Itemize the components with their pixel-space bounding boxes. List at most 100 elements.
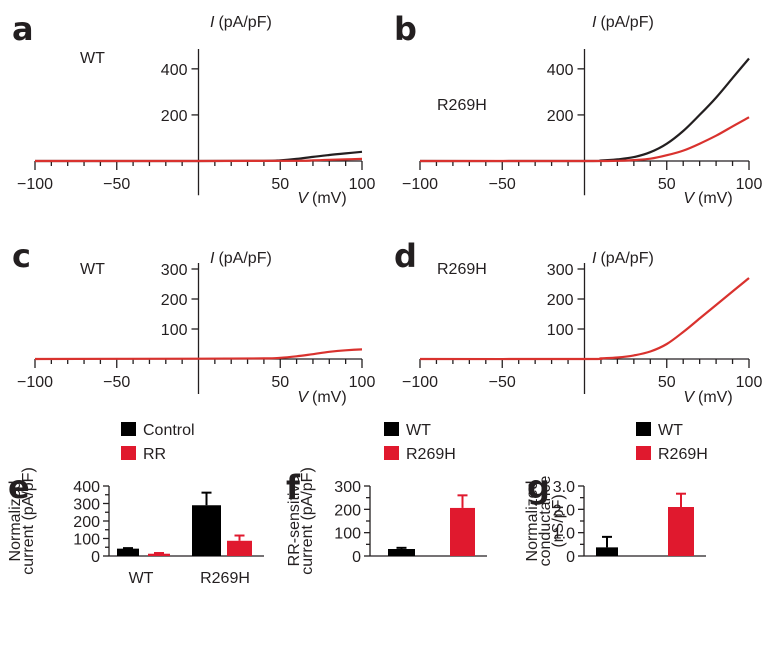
legend-swatch-rr xyxy=(121,446,136,460)
x-tick-label: −100 xyxy=(17,176,53,193)
legend-swatch-r269h xyxy=(636,446,651,460)
trace-rr xyxy=(420,116,750,163)
x-axis-label: V (mV) xyxy=(297,389,346,406)
y-tick-label: 1.0 xyxy=(553,526,575,543)
x-axis-label: V (mV) xyxy=(683,389,732,406)
trace-rr-sensitive xyxy=(419,277,750,361)
y-tick-label: 400 xyxy=(547,62,574,79)
y-tick-label: 200 xyxy=(334,502,361,519)
x-axis-unit: (mV) xyxy=(312,190,347,207)
legend-label: R269H xyxy=(658,446,708,463)
legend-swatch-wt xyxy=(636,422,651,436)
condition-label: WT xyxy=(80,261,105,278)
y-axis-label: Normalized xyxy=(524,481,541,562)
legend-label: Control xyxy=(143,422,195,439)
y-tick-label: 100 xyxy=(161,322,188,339)
y-tick-label: 200 xyxy=(73,514,100,531)
x-tick-label: −100 xyxy=(402,176,438,193)
legend-label: RR xyxy=(143,446,166,463)
y-tick-label: 300 xyxy=(334,479,361,496)
y-axis-unit: (pA/pF) xyxy=(218,250,271,267)
bar-r269h xyxy=(668,507,694,556)
x-axis-var: V xyxy=(683,190,695,207)
x-tick-label: 50 xyxy=(271,176,289,193)
legend-swatch-r269h xyxy=(384,446,399,460)
y-tick-label: 2.0 xyxy=(553,502,575,519)
bar-control-r269h xyxy=(192,505,221,556)
panel-label-e: e xyxy=(8,468,30,506)
y-tick-label: 100 xyxy=(547,322,574,339)
y-axis-label: I (pA/pF) xyxy=(592,250,654,267)
y-axis-label: (nS/pF) xyxy=(550,494,567,547)
x-tick-label: 50 xyxy=(658,374,676,391)
x-axis-var: V xyxy=(683,389,695,406)
y-axis-label: conductance xyxy=(537,476,554,567)
condition-label: WT xyxy=(80,50,105,67)
panel-label-g: g xyxy=(527,468,550,506)
y-tick-label: 0 xyxy=(91,549,100,566)
y-tick-label: 3.0 xyxy=(553,479,575,496)
y-tick-label: 400 xyxy=(161,62,188,79)
x-category-label: R269H xyxy=(200,570,250,587)
x-tick-label: 100 xyxy=(736,374,763,391)
y-axis-unit: (pA/pF) xyxy=(218,14,271,31)
x-tick-label: 50 xyxy=(658,176,676,193)
y-tick-label: 0 xyxy=(566,549,575,566)
x-category-label: WT xyxy=(129,570,154,587)
y-tick-label: 200 xyxy=(161,292,188,309)
y-tick-label: 200 xyxy=(547,108,574,125)
x-axis-unit: (mV) xyxy=(698,389,733,406)
x-axis-var: V xyxy=(297,389,309,406)
x-tick-label: −50 xyxy=(103,374,130,391)
panel-label-d: d xyxy=(394,237,417,275)
x-tick-label: 100 xyxy=(736,176,763,193)
x-tick-label: −100 xyxy=(402,374,438,391)
y-axis-var: I xyxy=(592,250,597,267)
bar-wt xyxy=(596,547,618,556)
y-tick-label: 200 xyxy=(547,292,574,309)
x-tick-label: 100 xyxy=(349,176,376,193)
y-axis-label: I (pA/pF) xyxy=(592,14,654,31)
y-tick-label: 100 xyxy=(334,526,361,543)
y-axis-var: I xyxy=(210,250,215,267)
bar-wt xyxy=(388,549,415,556)
y-axis-label: current (pA/pF) xyxy=(299,467,316,575)
y-axis-label: I (pA/pF) xyxy=(210,14,272,31)
bar-rr-r269h xyxy=(227,540,252,556)
y-axis-var: I xyxy=(210,14,215,31)
legend-label: WT xyxy=(658,422,683,439)
panel-label-f: f xyxy=(286,468,301,506)
y-tick-label: 0 xyxy=(352,549,361,566)
bar-control-wt xyxy=(117,548,139,556)
legend-label: R269H xyxy=(406,446,456,463)
trace-rr xyxy=(35,157,363,163)
y-axis-label: current (pA/pF) xyxy=(20,467,37,575)
x-axis-label: V (mV) xyxy=(683,190,732,207)
trace-rr-sensitive xyxy=(34,348,363,361)
y-axis-label: Normalized xyxy=(7,481,24,562)
y-axis-unit: (pA/pF) xyxy=(600,14,653,31)
x-tick-label: −50 xyxy=(103,176,130,193)
x-tick-label: 100 xyxy=(349,374,376,391)
x-axis-label: V (mV) xyxy=(297,190,346,207)
y-tick-label: 300 xyxy=(547,262,574,279)
y-tick-label: 300 xyxy=(73,497,100,514)
panel-label-b: b xyxy=(394,10,417,48)
panel-label-a: a xyxy=(12,10,34,48)
legend-swatch-control xyxy=(121,422,136,436)
y-axis-label: RR-sensitive xyxy=(286,476,303,567)
x-tick-label: 50 xyxy=(271,374,289,391)
y-tick-label: 100 xyxy=(73,532,100,549)
legend-swatch-wt xyxy=(384,422,399,436)
x-axis-var: V xyxy=(297,190,309,207)
bar-rr-wt xyxy=(148,553,170,556)
x-tick-label: −50 xyxy=(489,374,516,391)
condition-label: R269H xyxy=(437,261,487,278)
y-axis-label: I (pA/pF) xyxy=(210,250,272,267)
bar-r269h xyxy=(450,507,475,556)
y-tick-label: 300 xyxy=(161,262,188,279)
y-tick-label: 200 xyxy=(161,108,188,125)
legend-label: WT xyxy=(406,422,431,439)
